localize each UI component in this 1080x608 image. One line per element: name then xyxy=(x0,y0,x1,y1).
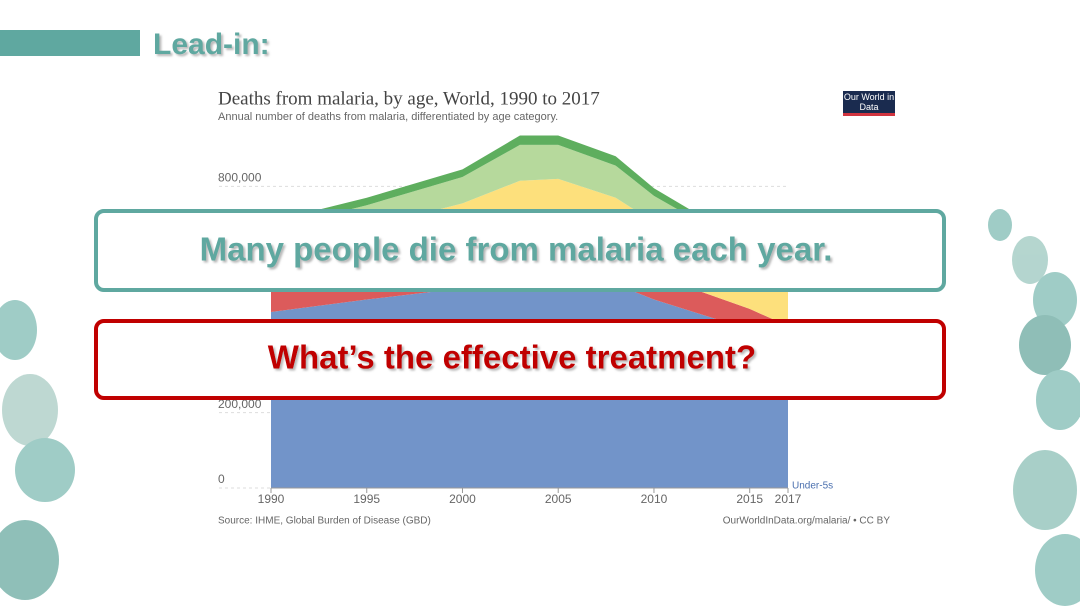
heading: Lead-in: xyxy=(153,28,270,61)
leaf xyxy=(988,209,1012,241)
logo xyxy=(843,91,895,116)
x-tick-label: 2000 xyxy=(449,492,476,506)
y-tick-label: 800,000 xyxy=(218,171,262,185)
credit: OurWorldInData.org/malaria/ • CC BY xyxy=(723,516,891,527)
leaf xyxy=(1033,272,1077,328)
logo-text-box: Our World in Data xyxy=(843,92,895,112)
x-tick-label: 2010 xyxy=(641,492,668,506)
leaf xyxy=(1035,534,1080,606)
callout-text: What’s the effective treatment? xyxy=(268,339,756,376)
callouts: Many people die from malaria each year. … xyxy=(94,209,946,400)
x-tick-label: 2005 xyxy=(545,492,572,506)
x-tick-label: 1995 xyxy=(353,492,380,506)
chart-subtitle: Annual number of deaths from malaria, di… xyxy=(218,111,558,123)
header-bar xyxy=(0,30,140,56)
chart-title: Deaths from malaria, by age, World, 1990… xyxy=(218,88,600,109)
x-tick-label: 1990 xyxy=(258,492,285,506)
y-tick-label: 200,000 xyxy=(218,397,262,411)
leaf xyxy=(1036,370,1080,430)
source: Source: IHME, Global Burden of Disease (… xyxy=(218,516,431,527)
callout-box xyxy=(94,209,946,292)
leaf xyxy=(0,300,37,360)
area xyxy=(271,135,788,270)
series-label: Under-5s xyxy=(792,480,833,491)
x-tick-label: 2017 xyxy=(775,492,802,506)
leaf xyxy=(0,520,59,600)
leaf xyxy=(2,374,58,446)
callout-box xyxy=(94,319,946,400)
leaf xyxy=(1019,315,1071,375)
x-tick-label: 2015 xyxy=(736,492,763,506)
leaf xyxy=(15,438,75,502)
y-tick-label: 0 xyxy=(218,472,225,486)
logo-text: Our World in Data xyxy=(843,92,895,112)
leaves xyxy=(0,209,1080,606)
leaf xyxy=(1012,236,1048,284)
leaf xyxy=(1013,450,1077,530)
callout-text: Many people die from malaria each year. xyxy=(200,231,833,268)
logo-stripe xyxy=(843,113,895,116)
